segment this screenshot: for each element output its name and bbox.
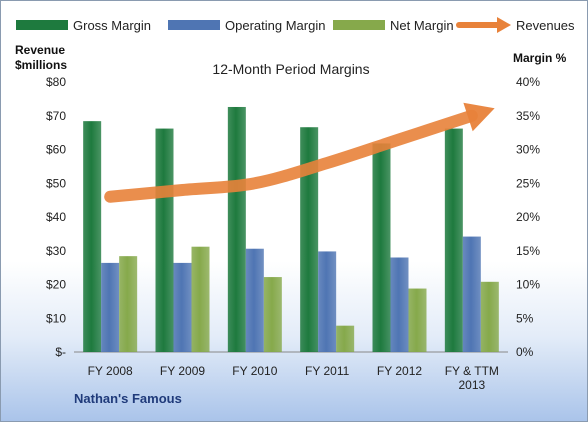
left-tick-label: $10 bbox=[46, 311, 66, 325]
legend-label: Net Margin bbox=[390, 18, 454, 33]
left-tick-label: $20 bbox=[46, 278, 66, 292]
legend-label: Operating Margin bbox=[225, 18, 325, 33]
left-tick-label: $40 bbox=[46, 210, 66, 224]
bar-net-margin bbox=[263, 277, 282, 352]
category-label-line: FY 2010 bbox=[232, 364, 277, 378]
left-tick-label: $80 bbox=[46, 75, 66, 89]
bar-operating-margin bbox=[318, 251, 337, 352]
right-tick-label: 35% bbox=[516, 109, 540, 123]
right-tick-label: 40% bbox=[516, 75, 540, 89]
right-tick-label: 15% bbox=[516, 244, 540, 258]
legend-swatch bbox=[168, 20, 220, 30]
left-axis-title-line: Revenue bbox=[15, 43, 65, 57]
footer-company-name: Nathan's Famous bbox=[74, 391, 182, 406]
bar-operating-margin bbox=[173, 262, 192, 352]
left-tick-label: $- bbox=[55, 345, 66, 359]
bar-gross-margin bbox=[300, 127, 319, 352]
right-tick-label: 0% bbox=[516, 345, 534, 359]
bar-net-margin bbox=[191, 246, 210, 352]
legend-label: Revenues bbox=[516, 18, 575, 33]
left-tick-label: $50 bbox=[46, 176, 66, 190]
category-label-line: FY 2012 bbox=[377, 364, 422, 378]
category-label: FY & TTM 2013 bbox=[445, 364, 499, 392]
bar-net-margin bbox=[119, 256, 138, 352]
category-label: FY 2011 bbox=[305, 364, 350, 378]
left-tick-label: $70 bbox=[46, 109, 66, 123]
left-tick-label: $60 bbox=[46, 143, 66, 157]
bar-gross-margin bbox=[372, 143, 391, 352]
bar-gross-margin bbox=[227, 106, 246, 352]
category-label: FY 2008 bbox=[88, 364, 133, 378]
right-tick-label: 25% bbox=[516, 176, 540, 190]
bar-net-margin bbox=[480, 281, 499, 352]
category-label: FY 2012 bbox=[377, 364, 422, 378]
bar-operating-margin bbox=[390, 257, 409, 352]
bar-gross-margin bbox=[444, 128, 463, 352]
right-tick-label: 30% bbox=[516, 143, 540, 157]
left-axis-title-line: $millions bbox=[15, 58, 67, 72]
category-label: FY 2009 bbox=[160, 364, 205, 378]
left-tick-label: $30 bbox=[46, 244, 66, 258]
bar-gross-margin bbox=[155, 128, 174, 352]
category-label-line: FY 2009 bbox=[160, 364, 205, 378]
revenues-arrowhead bbox=[463, 102, 495, 132]
bar-operating-margin bbox=[101, 262, 120, 352]
right-tick-label: 20% bbox=[516, 210, 540, 224]
right-axis-title: Margin % bbox=[513, 51, 567, 65]
category-label: FY 2010 bbox=[232, 364, 277, 378]
legend-label: Gross Margin bbox=[73, 18, 151, 33]
chart-title: 12-Month Period Margins bbox=[212, 61, 369, 77]
right-tick-label: 5% bbox=[516, 311, 534, 325]
bar-operating-margin bbox=[245, 248, 264, 352]
bar-operating-margin bbox=[462, 236, 481, 352]
legend-swatch bbox=[333, 20, 385, 30]
legend-arrow bbox=[497, 17, 511, 33]
category-label-line: FY 2008 bbox=[88, 364, 133, 378]
category-label-line: FY & TTM bbox=[445, 364, 499, 378]
bar-gross-margin bbox=[83, 121, 102, 353]
legend-swatch bbox=[16, 20, 68, 30]
bar-net-margin bbox=[408, 288, 427, 352]
right-tick-label: 10% bbox=[516, 278, 540, 292]
category-label-line: 2013 bbox=[458, 378, 485, 392]
category-label-line: FY 2011 bbox=[305, 364, 350, 378]
left-axis-title: Revenue $millions bbox=[15, 43, 67, 72]
bar-net-margin bbox=[336, 325, 355, 352]
revenues-line bbox=[104, 109, 478, 203]
